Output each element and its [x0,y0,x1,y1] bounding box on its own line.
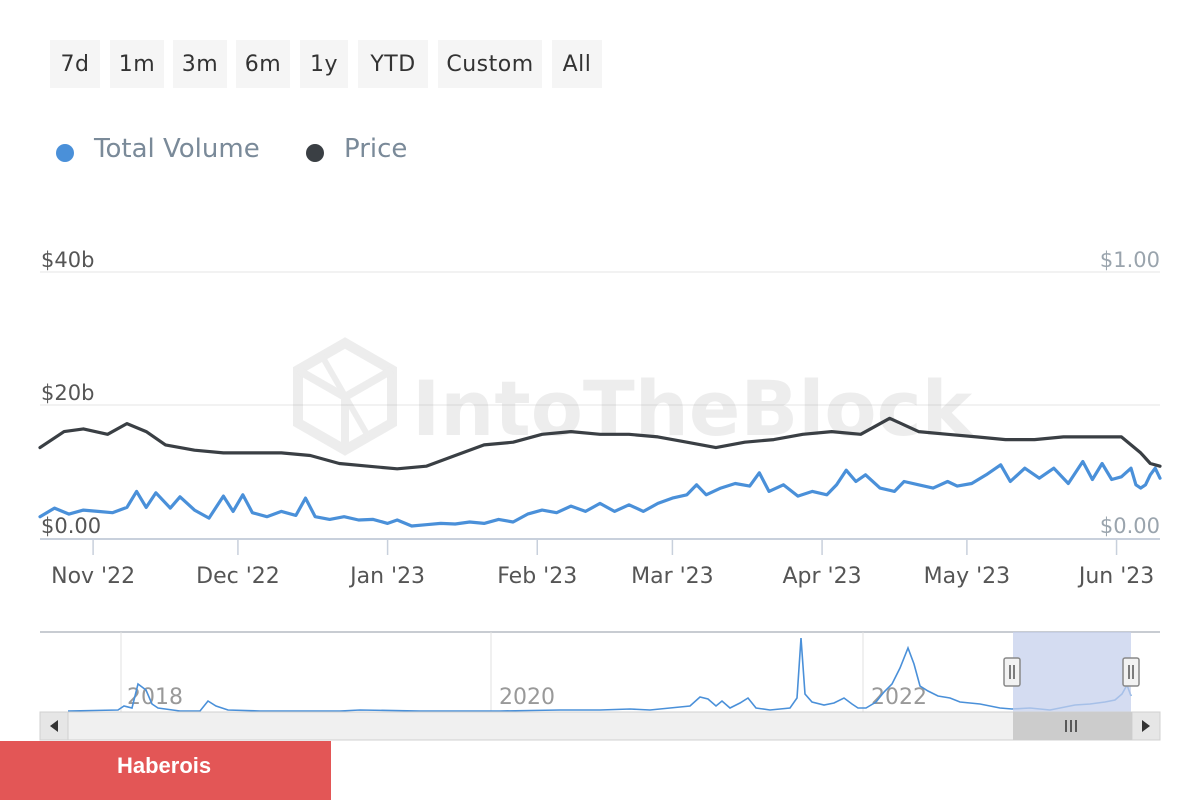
x-tick-label: Dec '22 [196,564,280,589]
brand-label: Haberois [117,753,212,778]
range-button-7d[interactable]: 7d [50,40,100,88]
x-tick-label: Apr '23 [783,564,862,589]
navigator-label: 2020 [499,685,555,710]
legend-item-total-volume[interactable]: Total Volume [52,132,282,172]
navigator-handle-left[interactable] [1003,657,1021,687]
legend-dot-icon [56,144,74,162]
watermark-text: IntoTheBlock [412,364,974,453]
range-button-ytd[interactable]: YTD [358,40,428,88]
y-left-tick-label: $40b [41,248,94,272]
x-tick-label: Jan '23 [348,564,425,589]
watermark: IntoTheBlock [293,337,974,456]
legend-label: Total Volume [94,134,260,164]
x-tick-label: Mar '23 [631,564,714,589]
x-tick-label: Feb '23 [497,564,577,589]
y-left-tick-label: $0.00 [41,514,101,538]
main-chart: IntoTheBlock $0.00 $20b $40b $0.00 $1.00 Nov … [38,248,1162,589]
x-tick-label: Nov '22 [51,564,135,589]
total-volume-series-line[interactable] [38,459,1162,528]
range-button-1y[interactable]: 1y [300,40,348,88]
x-tick-label: Jun '23 [1077,564,1154,589]
navigator: 2018 2020 2022 [39,631,1161,741]
arrow-right-icon [1142,720,1150,732]
range-button-custom[interactable]: Custom [438,40,542,88]
range-button-all[interactable]: All [552,40,602,88]
arrow-left-icon [50,720,58,732]
navigator-handle-right[interactable] [1122,657,1140,687]
legend-item-price[interactable]: Price [302,132,422,172]
range-button-3m[interactable]: 3m [173,40,227,88]
range-button-1m[interactable]: 1m [110,40,164,88]
navigator-selected-range[interactable] [1013,632,1131,712]
navigator-series-line [67,637,1132,712]
scroll-right-button[interactable] [1131,711,1161,741]
price-series-line[interactable] [38,416,1162,471]
y-right-tick-label: $0.00 [1100,514,1160,538]
range-button-6m[interactable]: 6m [236,40,290,88]
x-tick-label: May '23 [924,564,1011,589]
scrollbar-thumb[interactable] [1013,712,1132,740]
legend-dot-icon [306,144,324,162]
y-left-tick-label: $20b [41,381,94,405]
legend-label: Price [344,134,408,164]
navigator-scrollbar-track[interactable] [39,711,1161,741]
y-right-tick-label: $1.00 [1100,248,1160,272]
brand-banner: Haberois [0,741,331,800]
